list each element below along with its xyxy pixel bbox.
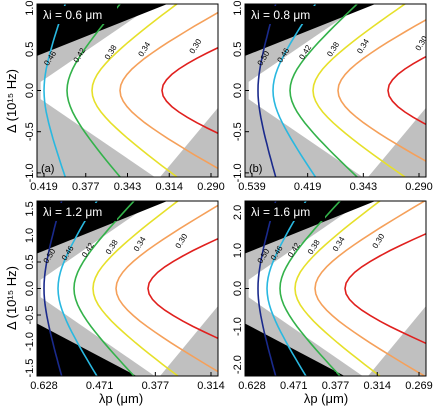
y-tick-label: -1.0 (24, 163, 36, 182)
annotation-box (247, 6, 325, 24)
y-tick-label: 1.0 (24, 228, 36, 243)
y-tick-label: 0.5 (232, 42, 244, 57)
white-allowed-region (248, 201, 426, 376)
y-tick-label: 0.0 (24, 83, 36, 98)
y-tick-label: -0.5 (24, 306, 36, 325)
curve-0-38 (91, 4, 179, 177)
y-tick-label: -0.5 (24, 122, 36, 141)
panel-label: (c) (41, 362, 54, 374)
gray-band-bottom-right (368, 107, 426, 177)
x-tick-label: 0.419 (294, 181, 322, 193)
curve-0-30 (161, 46, 218, 135)
x-tick-label: 0.314 (363, 380, 391, 392)
curve-0-34 (337, 18, 426, 163)
panel-d: 0.500.46 0.42 0.38 0.34 0.30 0.628 0.471 0.377 0… (232, 200, 433, 392)
y-tick-label: -2.0 (232, 355, 244, 374)
y-tick-label: 2.0 (232, 205, 244, 220)
panel-label: (d) (249, 362, 262, 374)
x-tick-label: 0.343 (114, 181, 142, 193)
x-tick-label: 0.290 (405, 181, 433, 193)
y-tick-label: -1.0 (24, 332, 36, 351)
y-tick-label: 0.0 (232, 281, 244, 296)
black-corner-bottom (37, 323, 137, 376)
y-tick-label: -0.5 (232, 122, 244, 141)
panels-group: 0.46 0.42 0.38 0.34 0.300.419 0.377 0.343 0.314… (24, 0, 433, 392)
annotation-lambda-i: λi = 1.6 μm (251, 205, 310, 219)
panel-a: 0.46 0.42 0.38 0.34 0.300.419 0.377 0.343 0.314… (24, 0, 225, 193)
curve-0-30 (344, 232, 426, 345)
x-axis-label-right: λp (μm) (304, 391, 348, 406)
x-tick-label: 0.471 (280, 380, 308, 392)
x-tick-label: 0.419 (30, 181, 58, 193)
y-axis-label-bottom: Δ (10¹⁵ Hz) (4, 266, 19, 330)
black-corner-bottom (245, 323, 345, 376)
x-tick-label: 0.471 (86, 380, 114, 392)
x-tick-label: 0.628 (238, 380, 266, 392)
curve-0-34 (314, 201, 426, 376)
x-tick-label: 0.377 (322, 380, 350, 392)
y-tick-label: 1.0 (232, 243, 244, 258)
white-allowed-region (40, 4, 218, 177)
annotation-box (247, 203, 325, 221)
y-tick-label: 0.0 (232, 83, 244, 98)
curve-0-38 (92, 201, 180, 376)
y-tick-label: -1.0 (232, 163, 244, 182)
curve-0-38 (294, 201, 382, 376)
annotation-lambda-i: λi = 0.8 μm (251, 8, 310, 22)
y-tick-label: 1.5 (24, 201, 36, 216)
curve-0-42 (73, 201, 136, 376)
annotation-lambda-i: λi = 0.6 μm (43, 8, 102, 22)
y-tick-label: 0.5 (24, 254, 36, 269)
curve-0-42 (279, 201, 342, 376)
curve-0-30 (387, 55, 426, 126)
y-tick-label: 0.5 (24, 42, 36, 57)
x-axis-label-left: λp (μm) (99, 391, 143, 406)
curve-0-30 (147, 237, 218, 340)
gray-band-bottom-right (160, 306, 218, 376)
gray-band-bottom-right (368, 306, 426, 376)
panel-c: 0.50 0.46 0.42 0.38 0.34 0.30 0.628 0.471 0.377 0… (24, 200, 225, 392)
panel-b: 0.50 0.46 0.42 0.38 0.34 0.30 0.539 0.419 0.343 0… (232, 0, 433, 193)
x-tick-label: 0.269 (405, 380, 433, 392)
white-allowed-region (40, 201, 218, 376)
curve-0-34 (115, 204, 218, 373)
x-tick-label: 0.314 (155, 181, 183, 193)
x-tick-label: 0.539 (238, 181, 266, 193)
annotation-lambda-i: λi = 1.2 μm (43, 205, 102, 219)
x-tick-label: 0.290 (197, 181, 225, 193)
annotation-box (39, 6, 117, 24)
y-tick-label: -1.5 (24, 359, 36, 378)
annotation-box (39, 203, 117, 221)
curve-0-42 (289, 4, 359, 177)
y-tick-label: 0.0 (24, 281, 36, 296)
curve-0-34 (119, 11, 218, 170)
panel-label: (a) (41, 163, 54, 175)
panel-label: (b) (249, 163, 262, 175)
y-tick-label: 1.0 (232, 0, 244, 15)
x-tick-label: 0.377 (72, 181, 100, 193)
x-tick-label: 0.377 (142, 380, 170, 392)
curve-0-38 (312, 4, 407, 177)
y-axis-label-top: Δ (10¹⁵ Hz) (4, 69, 19, 133)
x-tick-label: 0.314 (197, 380, 225, 392)
x-tick-label: 0.343 (350, 181, 378, 193)
x-tick-label: 0.628 (30, 380, 58, 392)
y-tick-label: -1.0 (232, 317, 244, 336)
y-tick-label: 1.0 (24, 0, 36, 15)
